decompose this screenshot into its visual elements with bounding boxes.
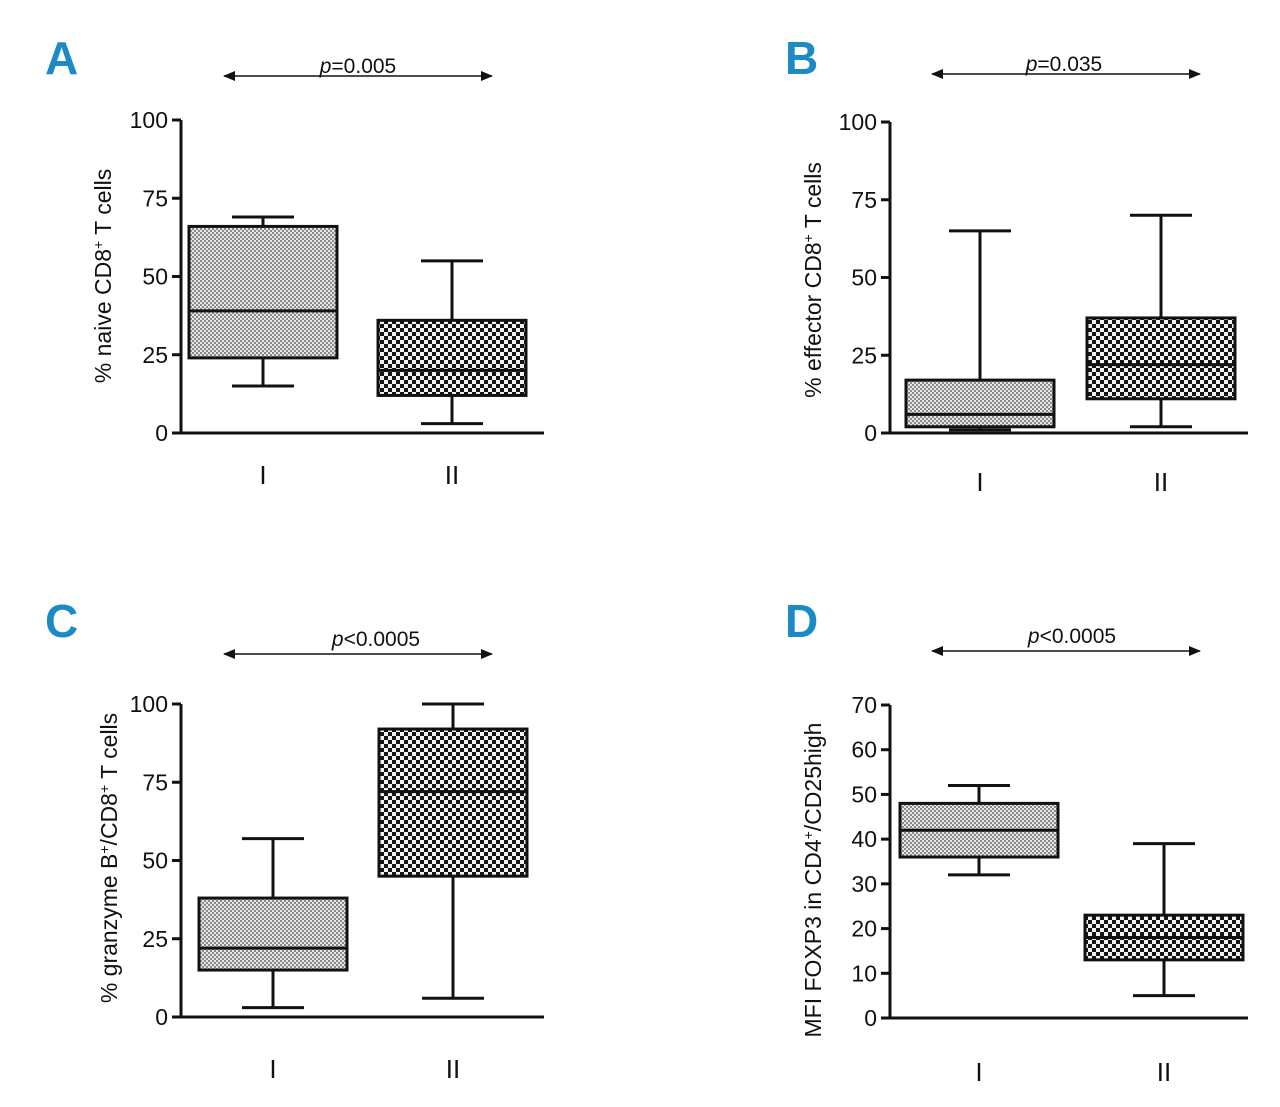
iqr-box bbox=[376, 318, 528, 397]
panel-c: C p<0.0005 % granzyme B+/CD8+ T cells 0 2… bbox=[45, 595, 544, 1084]
y-tick-label: 75 bbox=[142, 185, 168, 211]
x-category-label: I bbox=[269, 1054, 276, 1084]
y-tick-label: 50 bbox=[142, 264, 168, 290]
y-tick-label: 70 bbox=[851, 692, 877, 718]
x-category-label: II bbox=[1154, 467, 1168, 497]
box-I bbox=[197, 837, 349, 1010]
y-tick-label: 0 bbox=[155, 1004, 168, 1030]
y-tick-label: 25 bbox=[142, 926, 168, 952]
y-tick-label: 10 bbox=[851, 960, 877, 986]
iqr-box bbox=[904, 378, 1056, 429]
y-tick-label: 25 bbox=[851, 342, 877, 368]
x-categories: I II bbox=[269, 1054, 460, 1084]
y-tick-label: 40 bbox=[851, 826, 877, 852]
box-plots bbox=[904, 213, 1237, 432]
panel-d: D p<0.0005 MFI FOXP3 in CD4+/CD25high 0 1… bbox=[785, 595, 1248, 1087]
box-II bbox=[1083, 842, 1245, 998]
p-value-label: p=0.005 bbox=[319, 55, 397, 78]
panel-label: A bbox=[45, 32, 78, 84]
y-axis-title: % effector CD8+ T cells bbox=[800, 162, 826, 398]
iqr-box bbox=[197, 896, 349, 972]
panel-label: C bbox=[45, 595, 78, 647]
box-plots bbox=[187, 215, 528, 426]
iqr-box bbox=[377, 727, 529, 878]
y-tick-label: 100 bbox=[130, 107, 168, 133]
y-axis-title: MFI FOXP3 in CD4+/CD25high bbox=[800, 723, 826, 1038]
x-categories: I II bbox=[975, 1057, 1171, 1087]
y-tick-label: 25 bbox=[142, 342, 168, 368]
box-plots bbox=[197, 702, 529, 1010]
y-tick-label: 100 bbox=[839, 109, 877, 135]
box-II bbox=[376, 259, 528, 426]
y-tick-label: 75 bbox=[142, 769, 168, 795]
y-tick-label: 50 bbox=[142, 848, 168, 874]
y-ticks: 0 10 20 30 40 50 60 70 bbox=[851, 692, 890, 1031]
box-plots bbox=[898, 783, 1245, 998]
y-ticks: 0 25 50 75 100 bbox=[130, 691, 181, 1030]
box-I bbox=[187, 215, 339, 388]
box-I bbox=[898, 783, 1060, 877]
panel-label: B bbox=[785, 32, 818, 84]
p-value-label: p=0.035 bbox=[1025, 53, 1103, 76]
x-category-label: II bbox=[445, 460, 459, 490]
y-axis-title: % naive CD8+ T cells bbox=[90, 169, 116, 383]
panel-a: A p=0.005 % naive CD8+ T cells 0 25 50 75 10… bbox=[45, 32, 544, 490]
panel-label: D bbox=[785, 595, 818, 647]
y-tick-label: 100 bbox=[130, 691, 168, 717]
y-tick-label: 75 bbox=[851, 187, 877, 213]
iqr-box bbox=[187, 224, 339, 360]
box-II bbox=[377, 702, 529, 1000]
iqr-box bbox=[1085, 316, 1237, 401]
x-category-label: II bbox=[1157, 1057, 1171, 1087]
y-tick-label: 50 bbox=[851, 265, 877, 291]
y-tick-label: 50 bbox=[851, 781, 877, 807]
box-II bbox=[1085, 213, 1237, 429]
x-categories: I II bbox=[976, 467, 1168, 497]
panel-b: B p=0.035 % effector CD8+ T cells 0 25 50 7… bbox=[785, 32, 1248, 497]
y-ticks: 0 25 50 75 100 bbox=[130, 107, 181, 446]
x-category-label: II bbox=[446, 1054, 460, 1084]
p-value-label: p<0.0005 bbox=[331, 628, 420, 651]
x-category-label: I bbox=[259, 460, 266, 490]
y-ticks: 0 25 50 75 100 bbox=[839, 109, 890, 446]
y-tick-label: 0 bbox=[155, 420, 168, 446]
x-category-label: I bbox=[975, 1057, 982, 1087]
y-tick-label: 0 bbox=[864, 420, 877, 446]
y-tick-label: 20 bbox=[851, 916, 877, 942]
y-axis-title: % granzyme B+/CD8+ T cells bbox=[96, 713, 122, 1003]
p-value-label: p<0.0005 bbox=[1027, 625, 1116, 648]
x-category-label: I bbox=[976, 467, 983, 497]
box-I bbox=[904, 229, 1056, 432]
y-tick-label: 0 bbox=[864, 1005, 877, 1031]
y-tick-label: 30 bbox=[851, 871, 877, 897]
x-categories: I II bbox=[259, 460, 459, 490]
y-tick-label: 60 bbox=[851, 737, 877, 763]
